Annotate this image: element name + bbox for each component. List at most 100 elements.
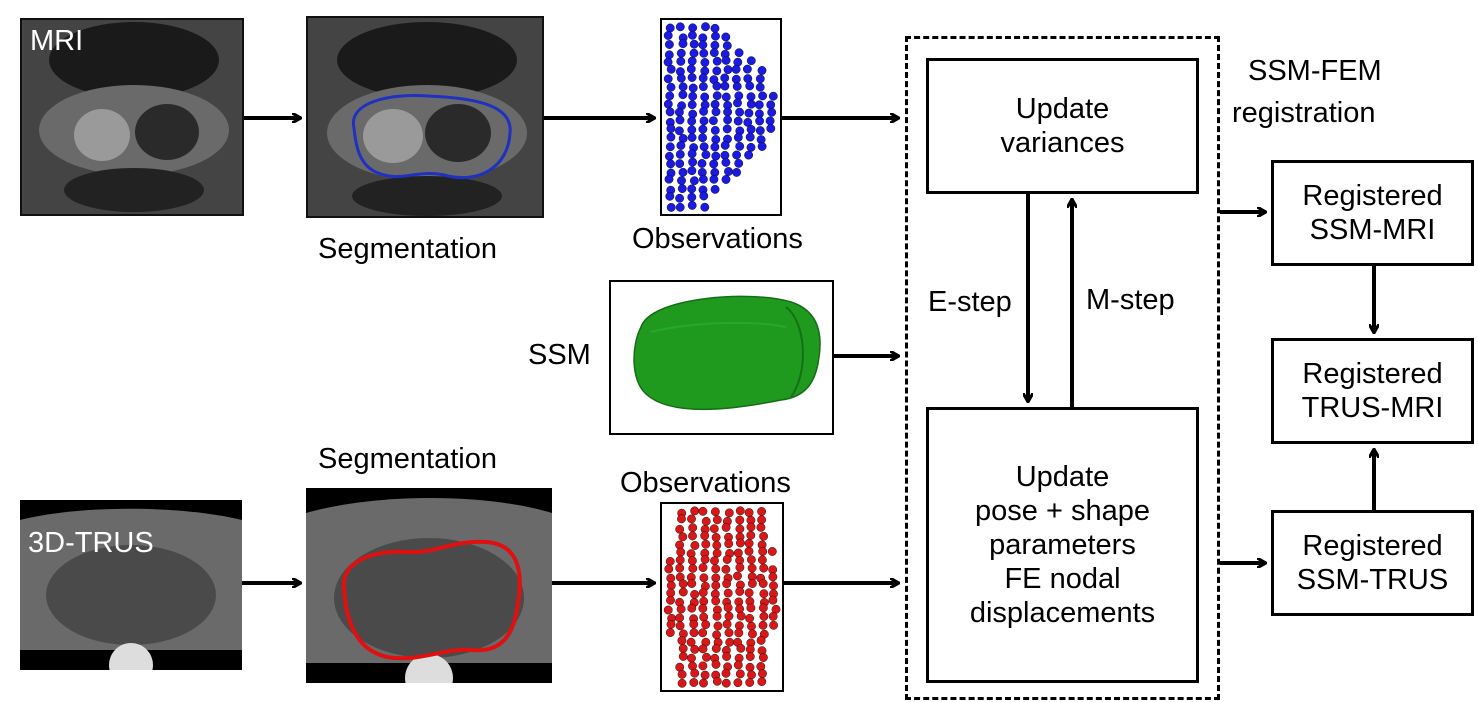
observation-point: [723, 588, 733, 598]
observation-point: [724, 508, 734, 518]
observation-point: [758, 91, 768, 101]
observation-point: [744, 546, 754, 556]
observation-point: [666, 132, 676, 142]
observation-point: [663, 605, 673, 615]
observation-point: [712, 56, 722, 66]
observation-point: [712, 91, 722, 101]
observation-point: [733, 678, 743, 688]
observation-point: [722, 41, 732, 51]
observation-point: [663, 31, 673, 40]
observation-point: [699, 48, 709, 58]
observation-point: [713, 621, 723, 631]
observation-point: [678, 587, 688, 597]
observation-point: [665, 191, 675, 201]
observation-point: [701, 150, 711, 160]
registered-ssm-mri-line2: SSM-MRI: [1309, 214, 1436, 246]
observation-point: [755, 116, 765, 126]
trus-scan-graphic: [20, 500, 242, 670]
observation-point: [757, 66, 767, 75]
observation-point: [735, 506, 745, 516]
ssm-image: [609, 280, 834, 435]
trus-segmentation-graphic: [306, 488, 552, 683]
observation-point: [755, 82, 765, 92]
observations-top-image: [660, 18, 782, 216]
observation-point: [732, 82, 742, 91]
observation-point: [766, 124, 776, 133]
observation-point: [677, 678, 687, 688]
observation-point: [688, 564, 698, 573]
observation-point: [759, 589, 769, 599]
observation-point: [687, 514, 696, 524]
observation-point: [666, 202, 676, 212]
registered-trus-mri-line1: Registered: [1302, 358, 1443, 390]
observation-point: [699, 174, 708, 184]
observation-point: [712, 676, 722, 686]
observation-point: [698, 661, 708, 671]
observation-point: [665, 628, 675, 638]
observation-point: [677, 184, 687, 194]
observation-point: [687, 200, 697, 210]
observation-point: [709, 174, 719, 184]
observation-point: [768, 612, 778, 621]
update-pose-line2: pose + shape: [975, 495, 1150, 527]
observation-point: [711, 596, 721, 606]
observation-point: [732, 167, 742, 177]
ssm-shape-graphic: [633, 295, 821, 411]
update-variances-line2: variances: [1000, 127, 1125, 159]
observation-point: [689, 678, 699, 687]
observation-point: [747, 563, 757, 573]
observation-point: [734, 628, 744, 638]
observation-point: [748, 579, 757, 588]
observation-point: [769, 620, 779, 630]
observation-point: [665, 40, 674, 49]
observation-point: [690, 668, 700, 678]
observation-point: [745, 132, 755, 142]
observation-point: [735, 587, 745, 596]
observation-point: [701, 539, 711, 549]
trus-observation-points: [663, 506, 781, 688]
observation-point: [709, 116, 718, 126]
registered-ssm-trus-line1: Registered: [1302, 530, 1443, 562]
observation-point: [767, 547, 777, 556]
observation-point: [687, 116, 697, 126]
segmentation-bottom-label: Segmentation: [318, 443, 497, 475]
observation-point: [735, 563, 745, 572]
observation-point: [734, 158, 744, 168]
observation-point: [712, 515, 722, 525]
observation-point: [678, 39, 688, 49]
observations-bottom-image: [660, 502, 784, 692]
observation-point: [678, 90, 688, 100]
observation-point: [676, 73, 686, 83]
observation-point: [664, 564, 674, 574]
observation-point: [689, 628, 699, 638]
observation-point: [759, 612, 769, 621]
registered-trus-mri-box: Registered TRUS-MRI: [1271, 338, 1474, 444]
observation-point: [711, 659, 721, 669]
observation-point: [736, 643, 746, 653]
observation-point: [687, 73, 697, 82]
observation-point: [698, 73, 708, 83]
observation-point: [712, 548, 722, 558]
observation-point: [686, 637, 696, 647]
observation-point: [689, 39, 699, 49]
observation-point: [743, 64, 752, 74]
m-step-label: M-step: [1086, 284, 1175, 316]
observation-point: [676, 141, 686, 150]
trus-image: 3D-TRUS: [20, 500, 242, 670]
observation-point: [710, 142, 720, 152]
observation-point: [678, 532, 688, 542]
mri-label: MRI: [30, 25, 84, 57]
observation-point: [675, 193, 685, 203]
observation-point: [675, 22, 685, 32]
observation-point: [666, 82, 676, 92]
observation-point: [687, 166, 697, 176]
update-pose-line5: displacements: [969, 597, 1156, 629]
observation-point: [711, 31, 720, 41]
observation-point: [758, 620, 768, 630]
observation-point: [677, 514, 686, 524]
observation-point: [733, 133, 743, 142]
observation-point: [745, 652, 755, 661]
observation-point: [698, 644, 708, 654]
observation-point: [736, 611, 746, 621]
observation-point: [744, 150, 754, 160]
